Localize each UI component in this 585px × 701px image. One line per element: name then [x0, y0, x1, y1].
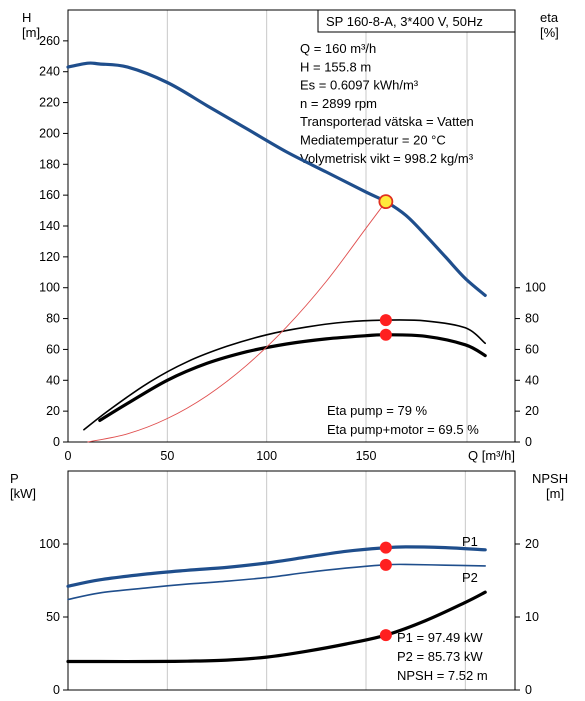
top-ytick-120: 120	[39, 250, 60, 264]
bot-ytick-100: 100	[39, 537, 60, 551]
power-npsh-info: P1 = 97.49 kW P2 = 85.73 kW NPSH = 7.52 m	[397, 630, 488, 683]
top-rtick-0: 0	[525, 435, 532, 449]
bot-ytick-0: 0	[53, 683, 60, 697]
eta_pump-curve	[83, 319, 486, 431]
operating-point-info: Q = 160 m³/h H = 155.8 m Es = 0.6097 kWh/m…	[300, 41, 474, 166]
bottom-right-axis-unit: [m]	[546, 486, 564, 501]
op_marker	[378, 194, 394, 210]
top-ytick-20: 20	[46, 404, 60, 418]
bottom-right-axis-symbol: NPSH	[532, 471, 568, 486]
bottom-info-line-0: P1 = 97.49 kW	[397, 630, 483, 645]
system-curve	[87, 201, 387, 443]
top-markers	[378, 194, 394, 341]
p1-series-label: P1	[462, 534, 478, 549]
top-ytick-220: 220	[39, 96, 60, 110]
p2-curve	[67, 563, 486, 601]
bottom-gridlines	[166, 471, 466, 690]
efficiency-info: Eta pump = 79 % Eta pump+motor = 69.5 %	[327, 403, 479, 437]
top-gridlines	[166, 10, 468, 442]
bottom-tick-labels: 0 50 100 0 10 20	[39, 537, 539, 697]
info-line-5: Mediatemperatur = 20 °C	[300, 133, 446, 148]
top-tick-labels: 0 50 100 1500204060801001201401601802002202…	[39, 34, 546, 463]
bottom-curves	[66, 545, 487, 664]
top-rtick-40: 40	[525, 373, 539, 387]
info-line-0: Q = 160 m³/h	[300, 41, 376, 56]
top-ytick-200: 200	[39, 126, 60, 140]
top-rtick-80: 80	[525, 312, 539, 326]
top-xtick-150: 150	[356, 449, 377, 463]
bottom-left-axis-unit: [kW]	[10, 486, 36, 501]
top-ytick-140: 140	[39, 219, 60, 233]
info-line-6: Volymetrisk vikt = 998.2 kg/m³	[300, 151, 474, 166]
p2_marker	[379, 558, 392, 571]
top-ytick-100: 100	[39, 281, 60, 295]
eta_total_marker	[379, 328, 392, 341]
top-left-axis-unit: [m]	[22, 25, 40, 40]
info-line-4: Transporterad vätska = Vatten	[300, 114, 474, 129]
eta-line-1: Eta pump+motor = 69.5 %	[327, 422, 479, 437]
top-ytick-40: 40	[46, 373, 60, 387]
top-ytick-0: 0	[53, 435, 60, 449]
top-ytick-260: 260	[39, 34, 60, 48]
top-ytick-180: 180	[39, 157, 60, 171]
top-ytick-160: 160	[39, 188, 60, 202]
top-rtick-100: 100	[525, 281, 546, 295]
eta_total-curve	[98, 333, 487, 422]
p1_marker	[379, 541, 392, 554]
top-ytick-80: 80	[46, 312, 60, 326]
eta_pump_marker	[379, 314, 392, 327]
info-line-3: n = 2899 rpm	[300, 96, 377, 111]
head-curve	[66, 61, 487, 297]
top-ytick-240: 240	[39, 65, 60, 79]
top-ytick-60: 60	[46, 342, 60, 356]
bottom-markers	[379, 541, 392, 642]
bot-rtick-0: 0	[525, 683, 532, 697]
p1-curve	[66, 545, 487, 588]
bot-rtick-10: 10	[525, 610, 539, 624]
top-right-axis-unit: [%]	[540, 25, 559, 40]
bottom-left-axis-symbol: P	[10, 471, 19, 486]
top-curves	[66, 61, 487, 443]
bottom-info-line-2: NPSH = 7.52 m	[397, 668, 488, 683]
top-x-axis-label: Q [m³/h]	[468, 448, 515, 463]
eta-line-0: Eta pump = 79 %	[327, 403, 428, 418]
top-rtick-60: 60	[525, 342, 539, 356]
bot-rtick-20: 20	[525, 537, 539, 551]
top-xtick-50: 50	[160, 449, 174, 463]
bot-ytick-50: 50	[46, 610, 60, 624]
info-line-1: H = 155.8 m	[300, 59, 371, 74]
npsh-curve	[66, 590, 487, 664]
bottom-series-labels: P1 P2	[462, 534, 478, 585]
title-box	[317, 9, 516, 33]
bottom-info-line-1: P2 = 85.73 kW	[397, 649, 483, 664]
bottom-plot-frame	[67, 470, 516, 691]
top-rtick-20: 20	[525, 404, 539, 418]
top-left-axis-symbol: H	[22, 10, 31, 25]
p2-series-label: P2	[462, 570, 478, 585]
npsh_marker	[379, 629, 392, 642]
top-xtick-0: 0	[65, 449, 72, 463]
chart-title: SP 160-8-A, 3*400 V, 50Hz	[326, 14, 483, 29]
top-plot-frame	[67, 9, 516, 443]
top-xtick-100: 100	[256, 449, 277, 463]
top-right-axis-symbol: eta	[540, 10, 559, 25]
info-line-2: Es = 0.6097 kWh/m³	[300, 78, 419, 93]
